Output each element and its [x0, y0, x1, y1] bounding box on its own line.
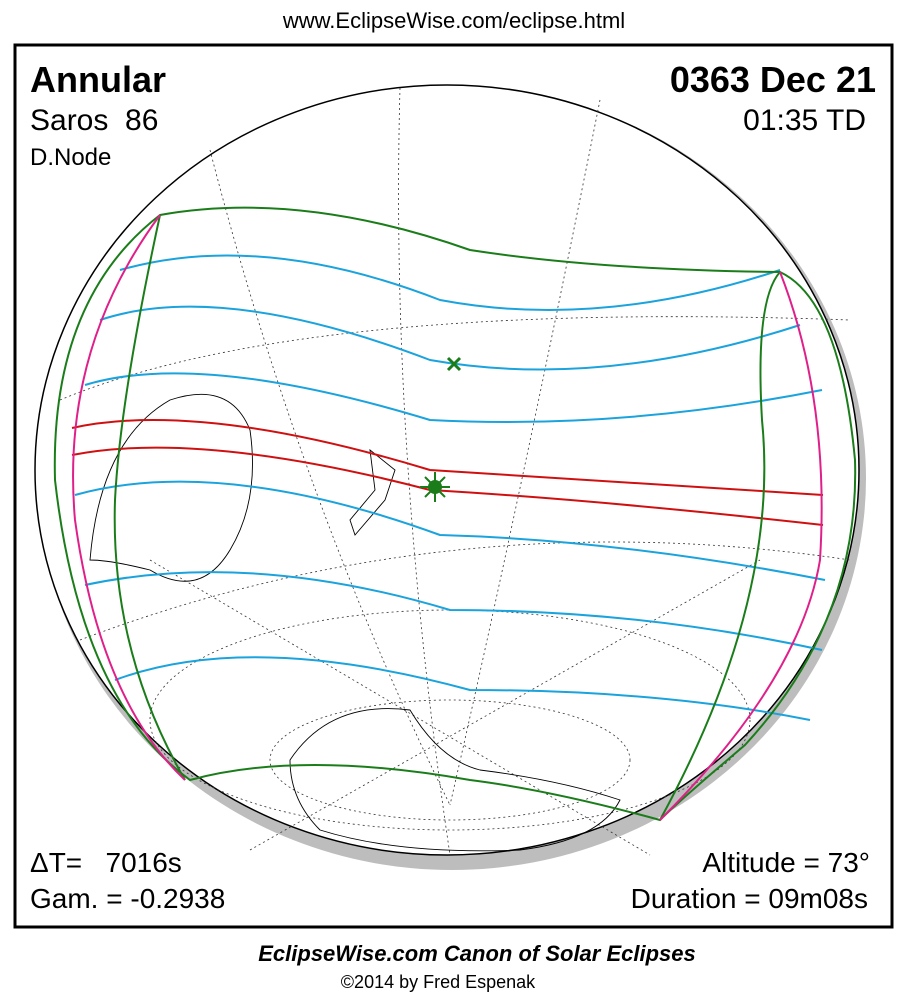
penumbra-limit	[53, 206, 857, 822]
time-lines	[74, 254, 826, 721]
copyright: ©2014 by Fred Espenak	[341, 972, 536, 992]
eclipse-type: Annular	[30, 59, 166, 100]
rise-set-curve	[659, 271, 781, 821]
rise-set-curve	[113, 214, 186, 781]
saros: Saros 86	[30, 104, 158, 137]
altitude: Altitude = 73°	[702, 847, 870, 878]
coastlines	[89, 393, 621, 852]
date: 0363 Dec 21	[670, 59, 876, 100]
url: www.EclipseWise.com/eclipse.html	[282, 8, 625, 33]
duration: Duration = 09m08s	[631, 883, 868, 914]
greatest-duration-marker	[446, 356, 462, 372]
rise-set-limit	[659, 271, 823, 821]
graticule	[59, 87, 851, 856]
gamma: Gam. = -0.2938	[30, 883, 225, 914]
rise-set-limit	[72, 214, 186, 781]
greatest-eclipse-rays	[420, 472, 450, 502]
footer-title: EclipseWise.com Canon of Solar Eclipses	[258, 941, 696, 966]
globe	[34, 84, 860, 856]
node: D.Node	[30, 144, 111, 171]
time: 01:35 TD	[743, 104, 866, 137]
delta-t: ΔT= 7016s	[30, 847, 182, 878]
